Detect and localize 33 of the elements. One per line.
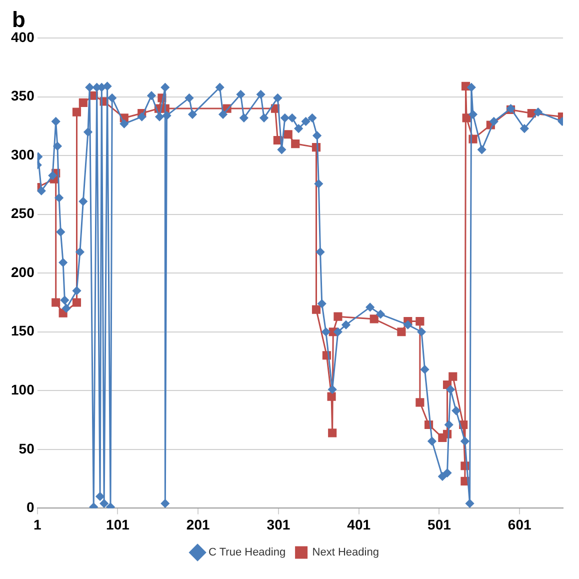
legend-label: Next Heading bbox=[312, 546, 379, 559]
x-tick-label: 1 bbox=[33, 516, 42, 532]
point bbox=[334, 312, 342, 321]
y-tick-label: 350 bbox=[11, 88, 35, 104]
y-tick-label: 250 bbox=[11, 205, 35, 222]
x-tick-label: 301 bbox=[266, 516, 290, 532]
point bbox=[327, 392, 336, 401]
point bbox=[328, 428, 337, 438]
y-tick-label: 100 bbox=[11, 382, 35, 398]
x-tick-label: 601 bbox=[508, 516, 532, 532]
point bbox=[284, 130, 292, 139]
point bbox=[397, 328, 406, 336]
x-tick-label: 101 bbox=[106, 516, 130, 532]
point bbox=[462, 114, 471, 122]
point bbox=[72, 108, 82, 116]
y-tick-label: 50 bbox=[18, 440, 35, 456]
y-tick-label: 200 bbox=[11, 264, 35, 280]
y-tick-label: 150 bbox=[11, 322, 35, 339]
point bbox=[370, 314, 378, 324]
point bbox=[291, 140, 300, 148]
point bbox=[312, 305, 321, 314]
point bbox=[52, 298, 60, 307]
point bbox=[78, 98, 88, 107]
y-tick-label: 0 bbox=[26, 499, 35, 516]
legend-label: C True Heading bbox=[208, 546, 286, 559]
point bbox=[448, 372, 458, 381]
point bbox=[72, 298, 82, 307]
point bbox=[416, 398, 424, 407]
x-tick-label: 501 bbox=[428, 516, 452, 532]
y-tick-label: 300 bbox=[11, 146, 35, 162]
point bbox=[416, 317, 424, 326]
x-tick-label: 201 bbox=[186, 516, 210, 532]
x-tick-label: 401 bbox=[347, 516, 371, 532]
